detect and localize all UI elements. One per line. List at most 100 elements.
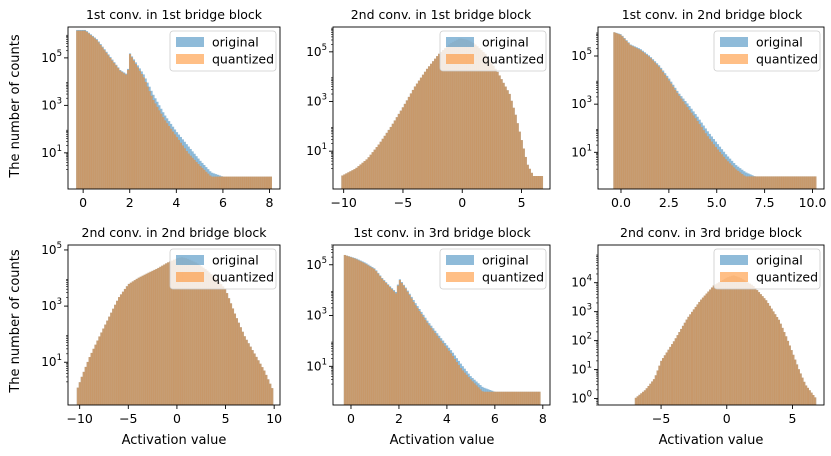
quantized-bar — [700, 299, 703, 405]
quantized-bar — [143, 274, 146, 405]
quantized-bar — [80, 376, 83, 405]
quantized-bar — [462, 39, 465, 189]
subplot-5-plot: 0 2 4 6 8 101 103 105 original quantized — [306, 244, 551, 426]
quantized-bar — [540, 176, 544, 189]
quantized-bar — [466, 39, 469, 189]
quantized-legend-label: quantized — [482, 52, 544, 67]
quantized-bar — [377, 273, 380, 405]
xtick-label: 2 — [126, 195, 134, 210]
quantized-bar — [157, 267, 160, 405]
quantized-bar — [735, 169, 738, 189]
quantized-bar — [404, 288, 407, 405]
quantized-bar — [706, 136, 709, 189]
xtick-label: 4 — [443, 411, 451, 426]
quantized-bar — [538, 176, 542, 189]
quantized-bar — [86, 361, 89, 405]
quantized-bar — [518, 131, 521, 189]
quantized-bar — [125, 74, 128, 189]
quantized-bar — [361, 162, 364, 189]
quantized-bar — [90, 352, 93, 405]
quantized-bar — [206, 270, 209, 405]
quantized-bar — [779, 323, 782, 405]
quantized-bar — [265, 176, 269, 189]
quantized-bar — [755, 176, 758, 189]
quantized-bar — [448, 350, 451, 405]
quantized-bar — [265, 374, 268, 405]
quantized-bar — [375, 271, 378, 405]
quantized-bar — [678, 332, 681, 405]
quantized-bar — [796, 364, 799, 405]
quantized-bar — [220, 176, 224, 189]
quantized-bar — [649, 383, 652, 405]
quantized-bar — [213, 176, 216, 189]
quantized-bar — [696, 304, 699, 405]
quantized-bar — [763, 176, 766, 189]
quantized-bar — [482, 51, 485, 189]
quantized-bar — [243, 336, 246, 405]
quantized-bar — [188, 259, 191, 405]
quantized-bar — [137, 277, 140, 405]
quantized-bar — [714, 146, 718, 189]
quantized-bar — [672, 86, 675, 189]
quantized-bar — [146, 86, 149, 189]
xtick-label: 7.5 — [755, 195, 775, 210]
quantized-bar — [526, 164, 529, 189]
quantized-bar — [747, 176, 750, 189]
subplot-3-bars — [613, 32, 817, 189]
subplot-5: 1st conv. in 3rd bridge block Activation… — [353, 225, 531, 448]
ylabel-top: The number of counts — [8, 34, 23, 179]
quantized-bar — [454, 40, 457, 189]
quantized-bar — [490, 62, 493, 189]
quantized-bar — [232, 176, 235, 189]
subplot-4-bars — [76, 257, 274, 405]
quantized-bar — [162, 117, 165, 189]
quantized-bar — [87, 33, 91, 189]
quantized-bar — [414, 305, 417, 405]
quantized-bar — [536, 391, 539, 405]
quantized-bar — [480, 50, 483, 189]
quantized-bar — [750, 284, 753, 405]
quantized-bar — [123, 73, 126, 189]
quantized-bar — [220, 284, 223, 405]
quantized-bar — [127, 69, 130, 189]
quantized-bar — [776, 317, 779, 405]
quantized-bar — [191, 157, 194, 189]
quantized-bar — [503, 391, 506, 405]
quantized-bar — [417, 80, 421, 189]
quantized-bar — [470, 41, 473, 189]
quantized-bar — [761, 176, 764, 189]
quantized-bar — [121, 291, 125, 405]
quantized-bar — [442, 50, 445, 189]
quantized-bar — [510, 100, 513, 189]
quantized-bar — [242, 176, 245, 189]
quantized-bar — [269, 176, 272, 189]
quantized-bar — [400, 282, 403, 405]
quantized-bar — [643, 390, 646, 405]
quantized-bar — [349, 171, 352, 189]
quantized-bar — [536, 176, 540, 189]
subplot-1-bars — [76, 29, 272, 189]
quantized-bar — [493, 391, 496, 405]
quantized-bar — [526, 391, 529, 405]
subplot-1-title: 1st conv. in 1st bridge block — [86, 7, 263, 22]
quantized-bar — [229, 303, 233, 405]
quantized-bar — [115, 65, 118, 189]
quantized-bar — [174, 258, 178, 405]
quantized-bar — [653, 62, 657, 189]
quantized-bar — [181, 145, 184, 189]
subplot-6: 2nd conv. in 3rd bridge block Activation… — [620, 225, 803, 448]
original-legend-swatch — [446, 37, 474, 47]
quantized-bar — [524, 156, 527, 189]
quantized-bar — [684, 104, 687, 189]
quantized-bar — [420, 313, 423, 405]
quantized-bar — [233, 313, 237, 405]
quantized-bar — [661, 358, 664, 405]
quantized-bar — [253, 353, 256, 405]
quantized-bar — [196, 263, 199, 405]
quantized-bar — [670, 83, 673, 189]
quantized-bar — [379, 141, 382, 189]
quantized-bar — [475, 385, 478, 405]
quantized-bar — [660, 69, 663, 189]
quantized-bar — [211, 176, 214, 189]
xtick-label: 2.5 — [659, 195, 679, 210]
